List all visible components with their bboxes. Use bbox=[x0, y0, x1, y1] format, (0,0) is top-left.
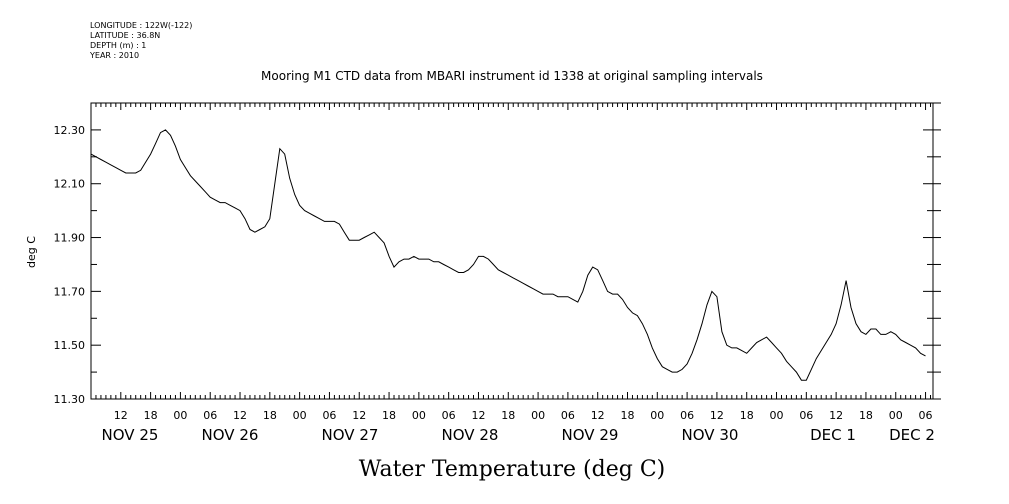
x-axis-label: Water Temperature (deg C) bbox=[359, 457, 666, 482]
y-tick-label: 11.30 bbox=[54, 393, 86, 406]
x-hour-label: 06 bbox=[203, 409, 217, 422]
x-hour-label: 06 bbox=[322, 409, 336, 422]
chart-title: Mooring M1 CTD data from MBARI instrumen… bbox=[261, 69, 763, 83]
x-hour-label: 12 bbox=[114, 409, 128, 422]
latitude-text: LATITUDE : 36.8N bbox=[90, 31, 161, 40]
x-day-label: DEC 2 bbox=[889, 426, 935, 444]
x-hour-label: 18 bbox=[382, 409, 396, 422]
x-hour-label: 06 bbox=[799, 409, 813, 422]
x-hour-label: 00 bbox=[293, 409, 307, 422]
x-day-label: NOV 30 bbox=[682, 426, 739, 444]
y-tick-label: 11.70 bbox=[54, 285, 86, 298]
plot-frame bbox=[90, 102, 934, 400]
x-day-label: DEC 1 bbox=[810, 426, 856, 444]
x-hour-label: 00 bbox=[770, 409, 784, 422]
x-hour-label: 00 bbox=[173, 409, 187, 422]
y-tick-label: 11.50 bbox=[54, 339, 86, 352]
y-axis-label: deg C bbox=[25, 236, 38, 268]
x-hour-label: 00 bbox=[531, 409, 545, 422]
x-day-label: NOV 27 bbox=[322, 426, 379, 444]
metadata-block: LONGITUDE : 122W(-122) LATITUDE : 36.8N … bbox=[90, 21, 192, 61]
x-hour-label: 06 bbox=[442, 409, 456, 422]
x-hour-label: 12 bbox=[233, 409, 247, 422]
x-hour-label: 12 bbox=[710, 409, 724, 422]
x-day-label: NOV 28 bbox=[442, 426, 499, 444]
x-hour-label: 12 bbox=[591, 409, 605, 422]
x-day-label: NOV 29 bbox=[562, 426, 619, 444]
x-day-label: NOV 25 bbox=[102, 426, 159, 444]
x-hour-label: 06 bbox=[919, 409, 933, 422]
x-hour-label: 18 bbox=[740, 409, 754, 422]
y-tick-label: 11.90 bbox=[54, 232, 86, 245]
y-tick-label: 12.30 bbox=[54, 124, 86, 137]
x-hour-label: 06 bbox=[680, 409, 694, 422]
y-tick-label: 12.10 bbox=[54, 178, 86, 191]
series-group bbox=[90, 129, 926, 381]
x-hour-label: 12 bbox=[471, 409, 485, 422]
x-hour-label: 18 bbox=[859, 409, 873, 422]
x-hour-label: 06 bbox=[561, 409, 575, 422]
x-hour-label: 18 bbox=[501, 409, 515, 422]
x-hour-label: 12 bbox=[352, 409, 366, 422]
x-day-label: NOV 26 bbox=[202, 426, 259, 444]
x-hour-label: 18 bbox=[144, 409, 158, 422]
x-hour-label: 00 bbox=[412, 409, 426, 422]
depth-text: DEPTH (m) : 1 bbox=[90, 41, 147, 50]
axes-group: 11.30 11.50 11.70 11.90 12.10 12.30 12 18 00 06 12… bbox=[54, 102, 941, 444]
x-hour-label: 00 bbox=[650, 409, 664, 422]
x-hour-label: 00 bbox=[889, 409, 903, 422]
x-hour-label: 18 bbox=[620, 409, 634, 422]
temperature-series-line bbox=[90, 129, 926, 381]
longitude-text: LONGITUDE : 122W(-122) bbox=[90, 21, 193, 30]
x-hour-label: 12 bbox=[829, 409, 843, 422]
year-text: YEAR : 2010 bbox=[90, 51, 140, 60]
x-hour-label: 18 bbox=[263, 409, 277, 422]
